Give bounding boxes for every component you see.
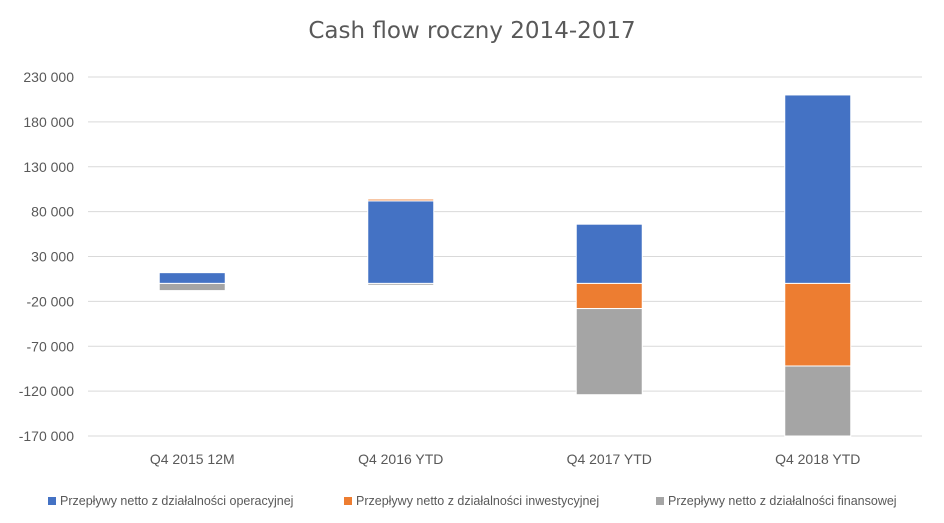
y-tick-label: 230 000 (23, 69, 74, 85)
legend-swatch (344, 497, 352, 505)
x-tick-label: Q4 2016 YTD (358, 451, 443, 467)
bar-segment (575, 282, 643, 310)
bar-segment (367, 198, 435, 202)
bar-segment (575, 223, 643, 284)
chart-title: Cash flow roczny 2014-2017 (308, 18, 636, 44)
bar-segment (575, 308, 643, 396)
y-tick-label: -20 000 (27, 293, 75, 309)
y-tick-label: 130 000 (23, 159, 74, 175)
bar-segment (784, 282, 852, 367)
y-tick-label: 180 000 (23, 114, 74, 130)
y-tick-label: -170 000 (19, 428, 74, 444)
bar-segment (158, 282, 226, 292)
bar-segment (784, 365, 852, 437)
legend-swatch (48, 497, 56, 505)
bar-segment (367, 200, 435, 284)
y-tick-label: 80 000 (31, 204, 74, 220)
x-tick-label: Q4 2015 12M (150, 451, 235, 467)
y-tick-label: -120 000 (19, 383, 74, 399)
y-tick-label: -70 000 (27, 338, 75, 354)
x-tick-label: Q4 2018 YTD (775, 451, 860, 467)
x-tick-label: Q4 2017 YTD (567, 451, 652, 467)
bar-segment (784, 94, 852, 284)
legend-label: Przepływy netto z działalności finansowe… (668, 494, 897, 508)
legend-label: Przepływy netto z działalności operacyjn… (60, 494, 293, 508)
y-tick-label: 30 000 (31, 249, 74, 265)
legend-label: Przepływy netto z działalności inwestycy… (356, 494, 599, 508)
bar-segment (367, 282, 435, 286)
bar-segment (158, 272, 226, 284)
legend-swatch (656, 497, 664, 505)
